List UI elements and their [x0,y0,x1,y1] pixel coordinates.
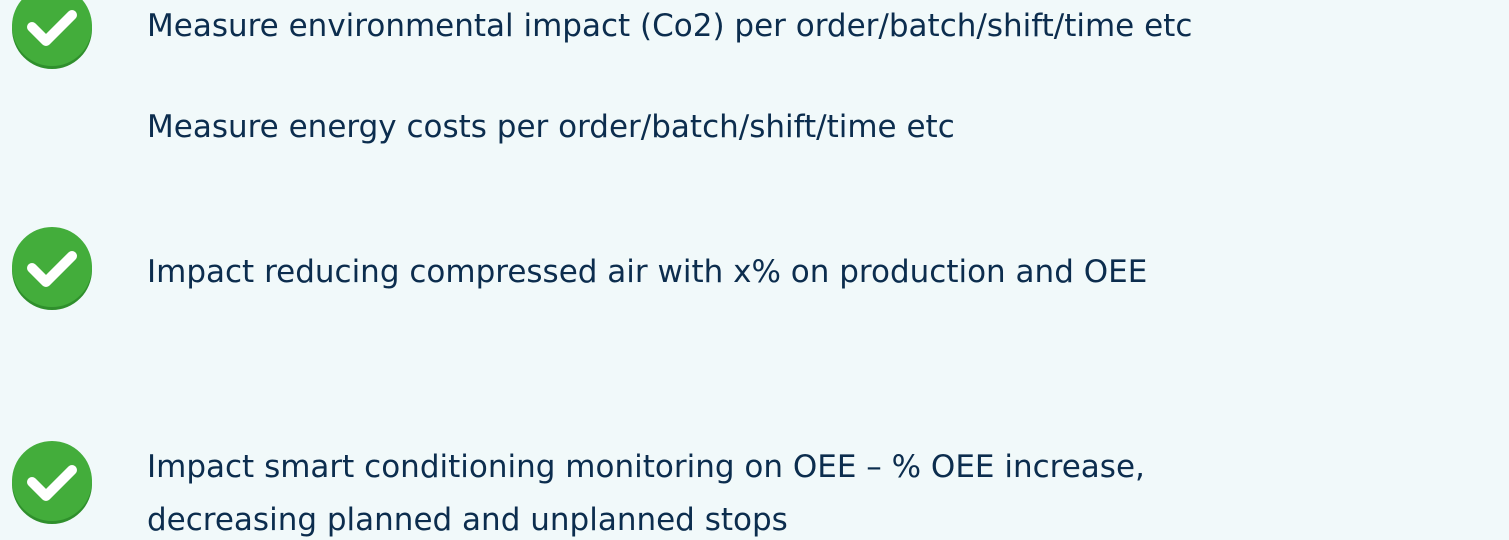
item-text: Measure energy costs per order/batch/shi… [147,109,955,145]
check-icon [12,0,92,69]
item-text: decreasing planned and unplanned stops [147,502,788,538]
item-text: Measure environmental impact (Co2) per o… [147,8,1193,44]
check-icon [12,441,92,524]
item-text: Impact smart conditioning monitoring on … [147,449,1145,485]
item-text: Impact reducing compressed air with x% o… [147,254,1148,290]
check-icon [12,227,92,310]
